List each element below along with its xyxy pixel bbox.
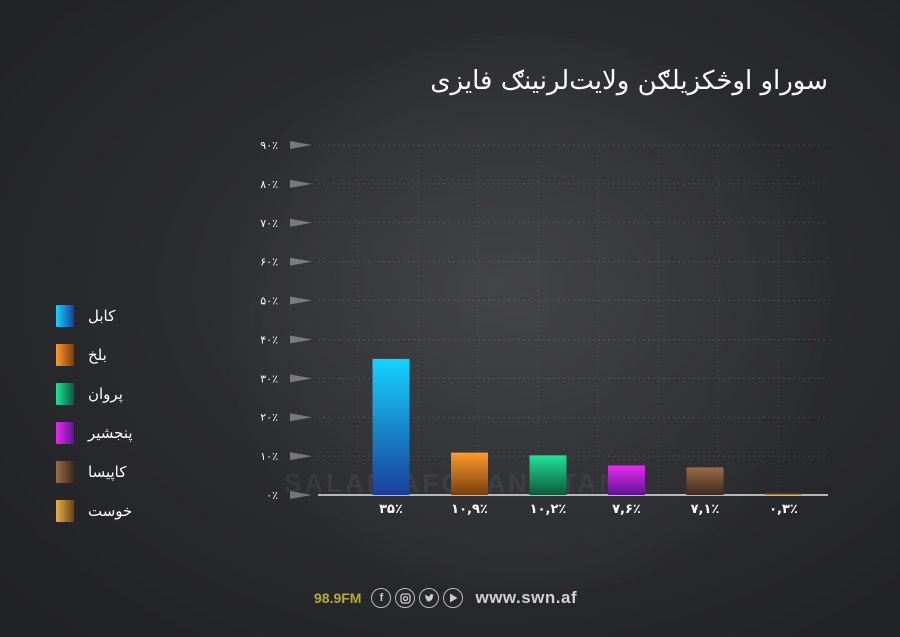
tick-arrow-icon xyxy=(290,491,312,499)
instagram-icon[interactable] xyxy=(395,588,416,608)
legend-label: بلخ xyxy=(88,345,107,364)
legend-label: پروان xyxy=(88,384,123,403)
tick-arrow-icon xyxy=(290,335,312,344)
legend-item: کابل xyxy=(56,296,133,335)
legend-label: کابل xyxy=(88,306,116,325)
bar-value-label: ۷,۶٪ xyxy=(612,502,641,517)
bar xyxy=(765,493,802,495)
tick-arrow-icon xyxy=(290,257,312,266)
y-tick-label: ۳۰٪ xyxy=(260,372,278,385)
y-tick-label: ۲۰٪ xyxy=(260,411,278,424)
y-tick-label: ۸۰٪ xyxy=(260,178,278,191)
bar-value-label: ۱۰,۹٪ xyxy=(451,502,488,517)
y-tick-label: ۱۰٪ xyxy=(260,450,278,463)
bar xyxy=(686,467,724,495)
legend-swatch xyxy=(56,421,74,444)
y-tick-label: ۴۰٪ xyxy=(260,333,278,346)
tick-arrow-icon xyxy=(290,374,312,383)
legend-label: کاپیسا xyxy=(88,462,127,481)
legend: کابل بلخ پروان پنجشیر کاپیسا خوست xyxy=(56,296,133,530)
y-tick-label: ۵۰٪ xyxy=(260,295,278,308)
tick-arrow-icon xyxy=(290,218,312,227)
bar xyxy=(451,452,488,495)
legend-item: بلخ xyxy=(56,335,133,374)
tick-arrow-icon xyxy=(290,413,312,422)
legend-swatch xyxy=(56,382,74,405)
bar-value-label: ۰,۳٪ xyxy=(769,502,798,517)
y-tick-label: ۰٪ xyxy=(266,489,278,502)
bar xyxy=(608,465,645,495)
twitter-icon[interactable] xyxy=(419,588,440,608)
tick-arrow-icon xyxy=(290,296,312,305)
legend-label: خوست xyxy=(88,501,133,520)
legend-item: کاپیسا xyxy=(56,452,133,491)
youtube-icon[interactable] xyxy=(443,588,464,608)
radio-frequency: 98.9FM xyxy=(314,590,362,606)
bar xyxy=(372,358,410,495)
bar-value-label: ۱۰,۲٪ xyxy=(530,502,567,517)
tick-arrow-icon xyxy=(290,141,312,149)
y-tick-label: ۷۰٪ xyxy=(260,217,278,230)
bar-value-label: ۳۵٪ xyxy=(379,502,403,517)
y-tick-label: ۶۰٪ xyxy=(260,256,278,269)
legend-swatch xyxy=(56,499,74,522)
globe-background xyxy=(205,35,845,595)
tick-arrow-icon xyxy=(290,179,312,188)
website-link[interactable]: www.swn.af xyxy=(475,588,578,607)
legend-item: پروان xyxy=(56,374,133,413)
legend-label: پنجشیر xyxy=(88,423,133,442)
footer: 98.9FM f www.swn.af xyxy=(314,588,577,608)
legend-item: خوست xyxy=(56,491,133,530)
tick-arrow-icon xyxy=(290,452,312,461)
legend-item: پنجشیر xyxy=(56,413,133,452)
bar xyxy=(529,455,567,495)
chart-title: سوراو اوڅکزیلګن ولایت‌لرنینګ فایزی xyxy=(430,66,828,96)
legend-swatch xyxy=(56,460,74,483)
legend-swatch xyxy=(56,343,74,366)
legend-swatch xyxy=(56,304,74,327)
bar-value-label: ۷,۱٪ xyxy=(691,502,720,517)
y-tick-label: ۹۰٪ xyxy=(260,139,278,152)
facebook-icon[interactable]: f xyxy=(371,588,392,608)
